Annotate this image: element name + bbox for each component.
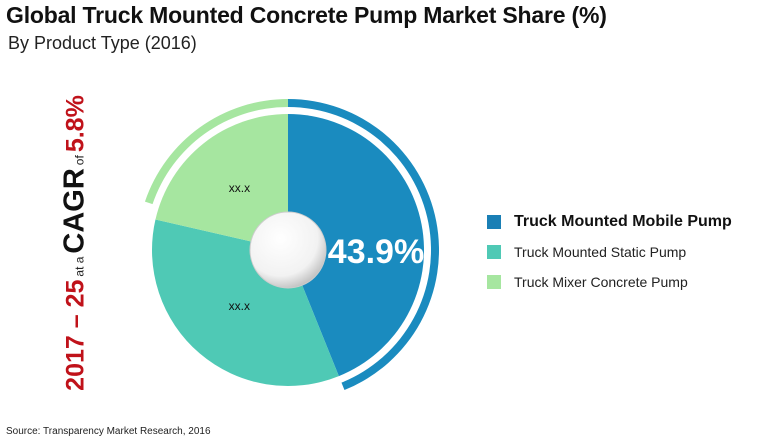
legend-swatch: [487, 275, 501, 289]
legend-swatch: [487, 245, 501, 259]
legend-swatch: [487, 215, 501, 229]
chart-subtitle: By Product Type (2016): [8, 33, 197, 53]
legend-item-mobile: Truck Mounted Mobile Pump: [487, 207, 732, 237]
legend: Truck Mounted Mobile Pump Truck Mounted …: [487, 207, 732, 297]
data-label: xx.x: [229, 299, 250, 313]
legend-label: Truck Mixer Concrete Pump: [514, 274, 688, 290]
slice-mobile: [288, 114, 424, 377]
legend-item-static: Truck Mounted Static Pump: [487, 237, 732, 267]
legend-label: Truck Mounted Mobile Pump: [514, 213, 732, 230]
chart-title: Global Truck Mounted Concrete Pump Marke…: [6, 2, 607, 28]
source-note: Source: Transparency Market Research, 20…: [6, 426, 211, 437]
legend-label: Truck Mounted Static Pump: [514, 244, 687, 260]
data-label: xx.x: [229, 181, 250, 195]
legend-item-mixer: Truck Mixer Concrete Pump: [487, 267, 732, 297]
slice-mixer: [155, 114, 288, 250]
center-hole: [249, 211, 327, 289]
data-label: 43.9%: [328, 233, 424, 271]
slice-mixer-outer-arc: [144, 99, 288, 205]
